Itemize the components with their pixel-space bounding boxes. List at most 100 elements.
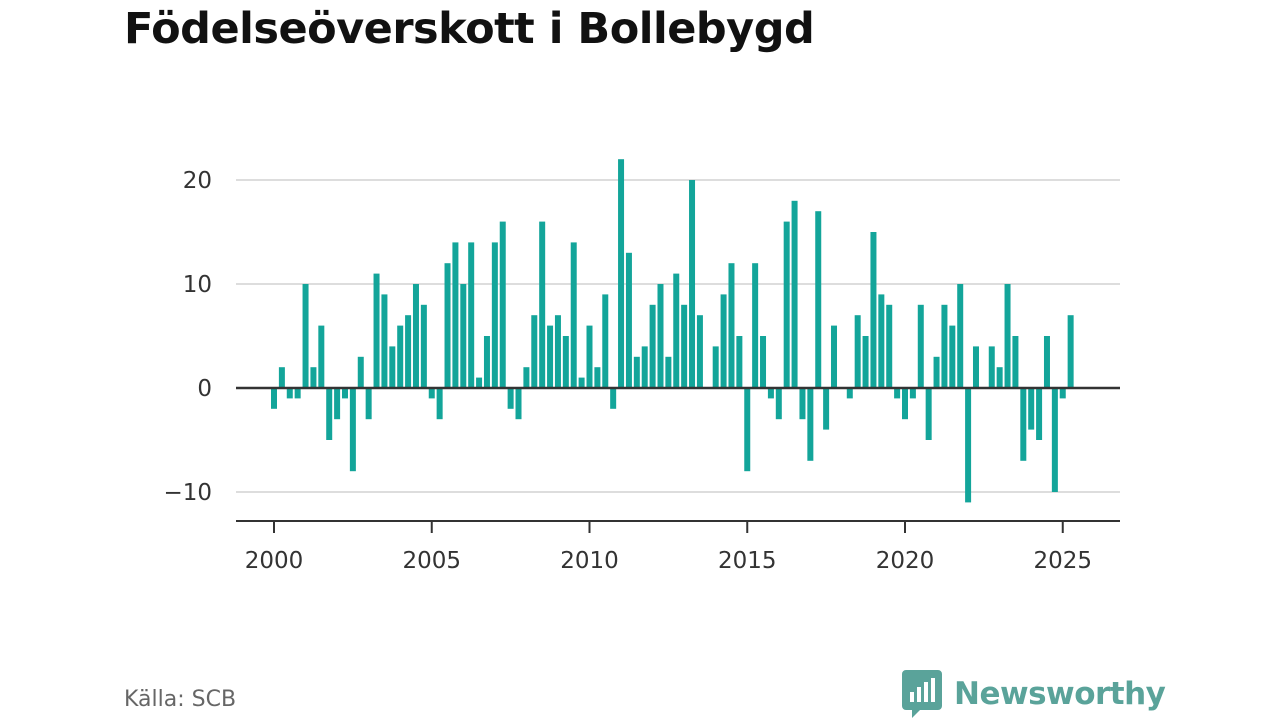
bar-2002-Q2 [341,388,348,399]
x-tick-label: 2005 [402,548,461,574]
y-tick-label: 20 [183,168,212,194]
bar-2015-Q3 [760,336,767,388]
bar-2010-Q2 [594,367,601,388]
bar-2005-Q1 [428,388,435,399]
newsworthy-logo-icon [902,670,942,718]
bar-2008-Q4 [547,325,554,388]
bar-2017-Q4 [831,325,838,388]
bar-2021-Q3 [949,325,956,388]
bar-2017-Q3 [823,388,830,430]
bar-2020-Q3 [917,304,924,388]
bar-2016-Q4 [799,388,806,420]
bar-2001-Q2 [310,367,317,388]
x-tick-label: 2025 [1033,548,1092,574]
bar-2014-Q3 [728,263,735,388]
bars [271,159,1074,503]
bar-2015-Q2 [752,263,759,388]
bar-2015-Q1 [744,388,751,472]
brand-name: Newsworthy [954,676,1166,712]
bar-2000-Q3 [286,388,293,399]
bar-2012-Q3 [665,356,672,388]
bar-2009-Q2 [562,336,569,388]
bar-2008-Q1 [523,367,530,388]
bar-2015-Q4 [767,388,774,399]
bar-2006-Q4 [483,336,490,388]
bar-2013-Q3 [696,315,703,388]
x-tick-label: 2010 [560,548,619,574]
bar-2004-Q1 [397,325,404,388]
bar-2007-Q1 [491,242,498,388]
bar-2013-Q2 [689,180,696,388]
bar-2016-Q3 [791,200,798,388]
y-tick-labels: −10 0 10 20 [163,168,212,506]
bar-2022-Q1 [965,388,972,503]
bar-2002-Q4 [357,356,364,388]
bar-2004-Q4 [420,304,427,388]
bar-2010-Q4 [610,388,617,409]
bar-2017-Q1 [807,388,814,461]
bar-2019-Q4 [894,388,901,399]
bar-2016-Q2 [783,221,790,388]
bar-2009-Q3 [570,242,577,388]
bar-2002-Q1 [334,388,341,420]
bar-2023-Q2 [1004,284,1011,388]
bar-2024-Q4 [1051,388,1058,492]
bar-2024-Q1 [1028,388,1035,430]
bar-2003-Q1 [365,388,372,420]
bar-2018-Q4 [862,336,869,388]
x-tick-label: 2015 [718,548,777,574]
bar-2014-Q4 [736,336,743,388]
bar-2007-Q2 [499,221,506,388]
y-tick-label: 0 [197,376,212,402]
x-tick-label: 2000 [245,548,304,574]
bar-2014-Q1 [712,346,719,388]
bar-2012-Q4 [673,273,680,388]
bar-2005-Q2 [436,388,443,420]
bar-2012-Q1 [649,304,656,388]
bar-2021-Q1 [933,356,940,388]
bar-2014-Q2 [720,294,727,388]
bar-2019-Q2 [878,294,885,388]
bar-2000-Q2 [278,367,285,388]
bar-2010-Q1 [586,325,593,388]
bar-2008-Q2 [531,315,538,388]
y-tick-label: 10 [183,272,212,298]
bar-2020-Q4 [925,388,932,440]
bar-2017-Q2 [815,211,822,388]
bar-2006-Q3 [476,377,483,388]
bar-2003-Q4 [389,346,396,388]
bar-2013-Q1 [681,304,688,388]
bar-2025-Q1 [1059,388,1066,399]
bar-2007-Q3 [507,388,514,409]
bar-2005-Q3 [444,263,451,388]
bar-2018-Q2 [846,388,853,399]
bar-2004-Q3 [412,284,419,388]
bar-2011-Q3 [633,356,640,388]
bar-2001-Q3 [318,325,325,388]
bar-2000-Q4 [294,388,301,399]
bar-2025-Q2 [1067,315,1074,388]
bar-2022-Q4 [988,346,995,388]
bar-2019-Q1 [870,232,877,388]
bar-2002-Q3 [349,388,356,472]
bar-2004-Q2 [405,315,412,388]
bar-2012-Q2 [657,284,664,388]
bar-2003-Q3 [381,294,388,388]
bar-2024-Q2 [1036,388,1043,440]
source-note: Källa: SCB [124,687,237,712]
bar-2011-Q2 [625,252,632,388]
bar-2006-Q2 [468,242,475,388]
bar-2009-Q1 [554,315,561,388]
bar-2005-Q4 [452,242,459,388]
bar-2016-Q1 [775,388,782,420]
bar-2010-Q3 [602,294,609,388]
y-tick-label: −10 [163,480,212,506]
bar-2011-Q4 [641,346,648,388]
bar-2018-Q3 [854,315,861,388]
bar-2023-Q3 [1012,336,1019,388]
bar-2023-Q1 [996,367,1003,388]
bar-2009-Q4 [578,377,585,388]
bar-2001-Q1 [302,284,309,388]
x-axis: 2000 2005 2010 2015 2020 2025 [236,520,1120,574]
bar-2022-Q2 [972,346,979,388]
